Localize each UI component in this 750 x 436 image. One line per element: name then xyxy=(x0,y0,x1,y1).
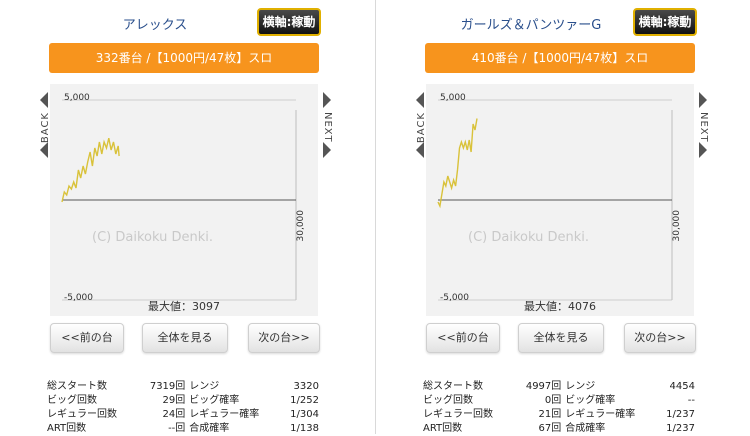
machine-panel-left: アレックス 横軸:稼動 332番台 /【1000円/47枚】スロ BACK NE… xyxy=(0,0,375,434)
stat-value: 21回 xyxy=(538,409,562,420)
stat-label: レンジ xyxy=(565,381,596,392)
y-tick-top: 5,000 xyxy=(64,93,90,103)
axis-toggle-button[interactable]: 横軸:稼動 xyxy=(257,8,321,36)
stat-label: レギュラー回数 xyxy=(47,409,117,420)
stat-value: --回 xyxy=(168,423,186,434)
axis-toggle-button[interactable]: 横軸:稼動 xyxy=(633,8,697,36)
stat-value: 1/252 xyxy=(290,395,319,406)
stat-value: 1/237 xyxy=(666,409,695,420)
next-label[interactable]: NEXT xyxy=(322,112,333,143)
stat-label: レギュラー確率 xyxy=(189,409,260,420)
x-max-label: 30,000 xyxy=(296,210,306,242)
stat-value: 0回 xyxy=(544,395,562,406)
stat-label: ビッグ回数 xyxy=(47,395,97,406)
x-max-label: 30,000 xyxy=(672,210,682,242)
next-arrow-icon[interactable] xyxy=(699,92,707,108)
stat-value: 24回 xyxy=(162,409,186,420)
stat-label: 合成確率 xyxy=(565,423,606,434)
stat-label: ART回数 xyxy=(47,423,87,434)
stats-row: ART回数 67回 合成確率 1/237 xyxy=(423,422,699,436)
y-tick-bottom: -5,000 xyxy=(64,293,94,303)
stat-label: レンジ xyxy=(189,381,220,392)
stat-value: 7319回 xyxy=(149,381,186,392)
y-tick-bottom: -5,000 xyxy=(440,293,470,303)
prev-machine-button[interactable]: <<前の台 xyxy=(50,323,124,353)
stat-label: レギュラー回数 xyxy=(423,409,493,420)
slump-chart: 5,000 -5,000 30,000 (C) Daikoku Denki. 最… xyxy=(426,84,694,316)
stat-label: ビッグ確率 xyxy=(189,395,240,406)
machine-banner: 410番台 /【1000円/47枚】スロ xyxy=(425,43,695,73)
slump-line xyxy=(61,137,120,203)
machine-title: ガールズ＆パンツァーG xyxy=(460,18,602,33)
stat-value: 1/138 xyxy=(290,423,319,434)
stats-row: ビッグ回数 29回 ビッグ確率 1/252 xyxy=(47,394,323,408)
stats-row: 総スタート数 7319回 レンジ 3320 xyxy=(47,380,323,394)
max-value: 最大値：4076 xyxy=(524,300,596,313)
next-arrow-icon[interactable] xyxy=(323,92,331,108)
next-arrow-icon[interactable] xyxy=(699,142,707,158)
stats-table: 総スタート数 7319回 レンジ 3320 ビッグ回数 29回 ビッグ確率 1/… xyxy=(47,380,323,436)
machine-panel-right: ガールズ＆パンツァーG 横軸:稼動 410番台 /【1000円/47枚】スロ B… xyxy=(375,0,750,434)
slump-chart-svg xyxy=(437,99,673,301)
stats-row: レギュラー回数 24回 レギュラー確率 1/304 xyxy=(47,408,323,422)
next-label[interactable]: NEXT xyxy=(698,112,709,143)
stat-value: 4997回 xyxy=(525,381,562,392)
slump-line xyxy=(437,118,478,209)
view-all-button[interactable]: 全体を見る xyxy=(142,323,228,353)
stat-value: 67回 xyxy=(538,423,562,434)
next-arrow-icon[interactable] xyxy=(323,142,331,158)
stats-row: 総スタート数 4997回 レンジ 4454 xyxy=(423,380,699,394)
watermark: (C) Daikoku Denki. xyxy=(468,230,589,245)
stat-label: ビッグ確率 xyxy=(565,395,616,406)
back-arrow-icon[interactable] xyxy=(40,142,48,158)
prev-machine-button[interactable]: <<前の台 xyxy=(426,323,500,353)
machine-title: アレックス xyxy=(122,18,188,33)
stats-row: ビッグ回数 0回 ビッグ確率 -- xyxy=(423,394,699,408)
next-machine-button[interactable]: 次の台>> xyxy=(248,323,320,353)
back-arrow-icon[interactable] xyxy=(416,92,424,108)
stat-value: -- xyxy=(687,395,695,406)
stat-label: ART回数 xyxy=(423,423,463,434)
machine-banner: 332番台 /【1000円/47枚】スロ xyxy=(49,43,319,73)
stat-value: 3320 xyxy=(293,381,319,392)
stat-value: 29回 xyxy=(162,395,186,406)
stat-label: 総スタート数 xyxy=(423,381,483,392)
max-value: 最大値：3097 xyxy=(148,300,220,313)
stats-table: 総スタート数 4997回 レンジ 4454 ビッグ回数 0回 ビッグ確率 -- … xyxy=(423,380,699,436)
stats-row: レギュラー回数 21回 レギュラー確率 1/237 xyxy=(423,408,699,422)
stat-label: 総スタート数 xyxy=(47,381,107,392)
back-arrow-icon[interactable] xyxy=(40,92,48,108)
back-arrow-icon[interactable] xyxy=(416,142,424,158)
stats-row: ART回数 --回 合成確率 1/138 xyxy=(47,422,323,436)
stat-value: 1/304 xyxy=(290,409,319,420)
stat-label: 合成確率 xyxy=(189,423,230,434)
next-machine-button[interactable]: 次の台>> xyxy=(624,323,696,353)
stat-value: 1/237 xyxy=(666,423,695,434)
view-all-button[interactable]: 全体を見る xyxy=(518,323,604,353)
watermark: (C) Daikoku Denki. xyxy=(92,230,213,245)
y-tick-top: 5,000 xyxy=(440,93,466,103)
slump-chart-svg xyxy=(61,99,297,301)
stat-label: レギュラー確率 xyxy=(565,409,636,420)
stat-label: ビッグ回数 xyxy=(423,395,473,406)
stat-value: 4454 xyxy=(669,381,695,392)
slump-chart: 5,000 -5,000 30,000 (C) Daikoku Denki. 最… xyxy=(50,84,318,316)
